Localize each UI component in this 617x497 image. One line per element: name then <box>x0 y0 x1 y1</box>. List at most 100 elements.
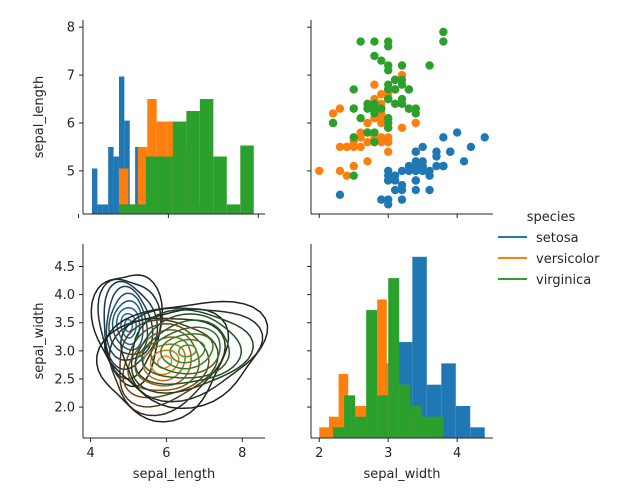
point-virginica <box>384 37 393 46</box>
point-versicolor <box>342 171 352 180</box>
x-tick-label: 4 <box>86 446 94 461</box>
point-setosa <box>411 185 420 195</box>
point-setosa <box>418 166 427 176</box>
sepal-width-histogram-panel: 2 3 4 sepal_width <box>307 244 493 482</box>
bar-setosa <box>412 256 427 438</box>
y-tick-label: 4.5 <box>54 260 75 275</box>
point-virginica <box>370 104 379 113</box>
point-setosa <box>466 142 476 152</box>
bar-virginica <box>421 416 433 438</box>
point-virginica <box>377 104 386 113</box>
point-versicolor <box>384 133 393 142</box>
contour-virginica <box>103 300 269 410</box>
point-virginica <box>425 61 434 70</box>
bar-virginica <box>186 111 200 214</box>
x-tick-label: 2 <box>315 446 323 461</box>
legend-title: species <box>527 210 576 225</box>
point-setosa <box>397 195 407 204</box>
point-virginica <box>384 85 393 94</box>
point-virginica <box>363 104 372 113</box>
bar-virginica <box>377 395 389 438</box>
point-virginica <box>384 61 393 70</box>
bar-virginica <box>159 156 173 214</box>
point-versicolor <box>397 123 407 132</box>
bar-versicolor <box>328 416 339 438</box>
point-setosa <box>425 185 434 195</box>
contour-versicolor <box>122 322 210 399</box>
contour-virginica <box>160 333 214 370</box>
point-setosa <box>446 147 455 156</box>
point-virginica <box>390 99 400 109</box>
point-setosa <box>390 185 400 195</box>
legend-label-setosa: setosa <box>536 231 579 246</box>
bar-virginica <box>399 384 411 438</box>
point-setosa <box>335 190 345 200</box>
point-virginica <box>397 80 407 89</box>
point-virginica <box>384 123 393 132</box>
point-virginica <box>397 99 407 109</box>
contour-virginica <box>178 344 197 358</box>
point-virginica <box>349 104 358 113</box>
x-tick-label: 3 <box>384 446 392 461</box>
bar-versicolor <box>319 427 329 438</box>
bar-versicolor <box>377 299 387 438</box>
point-virginica <box>404 85 414 94</box>
sepal-length-histogram-panel: 5 6 7 8 sepal_length <box>32 20 265 218</box>
point-virginica <box>363 128 372 137</box>
point-versicolor <box>349 142 358 152</box>
y-tick-label: 3.0 <box>54 344 75 359</box>
y-tick-label: 7 <box>67 69 75 84</box>
x-tick-label: 8 <box>238 446 246 461</box>
bar-setosa <box>102 204 109 214</box>
bar-versicolor <box>137 146 148 214</box>
point-versicolor <box>377 118 386 128</box>
x-tick-label: 4 <box>453 446 461 461</box>
point-versicolor <box>384 147 393 156</box>
x-tick-label: 6 <box>162 446 170 461</box>
point-setosa <box>418 142 427 152</box>
point-setosa <box>411 147 420 156</box>
point-virginica <box>349 85 358 94</box>
bar-setosa <box>97 204 103 214</box>
bar-setosa <box>441 363 456 438</box>
bar-virginica <box>432 416 444 438</box>
point-virginica <box>356 37 365 46</box>
y-tick-label: 4.0 <box>54 288 75 303</box>
y-tick-label: 2.0 <box>54 401 75 416</box>
point-virginica <box>370 37 379 46</box>
point-virginica <box>439 27 448 37</box>
point-virginica <box>384 94 393 104</box>
point-setosa <box>384 166 393 176</box>
point-versicolor <box>377 133 386 142</box>
point-versicolor <box>356 128 365 137</box>
sepal-scatter-panel <box>307 20 493 218</box>
y-tick-label: 3.5 <box>54 316 75 331</box>
contour-virginica <box>169 338 206 364</box>
bar-virginica <box>355 416 367 438</box>
bar-virginica <box>145 156 160 214</box>
point-setosa <box>418 157 427 166</box>
contour-setosa <box>90 274 164 388</box>
point-versicolor <box>335 142 345 152</box>
point-setosa <box>439 161 448 171</box>
point-versicolor <box>349 161 358 171</box>
contour-versicolor <box>142 343 186 382</box>
point-setosa <box>432 161 441 171</box>
x-axis-label: sepal_length <box>133 467 216 482</box>
point-versicolor <box>363 118 372 128</box>
bar-setosa <box>113 156 119 214</box>
point-versicolor <box>342 142 352 152</box>
bar-virginica <box>118 204 133 214</box>
point-versicolor <box>363 137 372 147</box>
bar-setosa <box>91 168 98 214</box>
point-versicolor <box>335 104 345 113</box>
point-virginica <box>390 75 400 85</box>
bar-versicolor <box>338 374 349 438</box>
y-tick-label: 5 <box>67 164 75 179</box>
point-versicolor <box>315 166 324 176</box>
point-setosa <box>432 152 441 161</box>
bar-setosa <box>124 120 130 214</box>
point-setosa <box>404 166 414 176</box>
point-virginica <box>404 104 414 113</box>
point-virginica <box>439 37 448 46</box>
